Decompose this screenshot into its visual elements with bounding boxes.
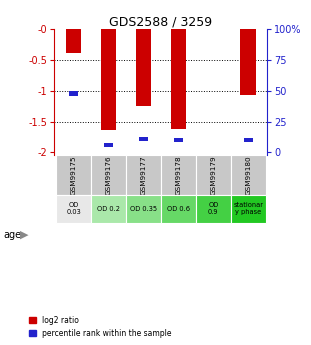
Bar: [136, 29, 151, 106]
Bar: [170, 29, 186, 129]
Bar: [161, 195, 196, 223]
Bar: [196, 155, 231, 195]
Bar: [66, 29, 81, 53]
Text: age: age: [3, 230, 21, 239]
Bar: [56, 155, 91, 195]
Bar: [69, 91, 78, 96]
Text: GSM99179: GSM99179: [210, 155, 216, 195]
Text: GSM99180: GSM99180: [245, 155, 251, 195]
Bar: [196, 195, 231, 223]
Bar: [91, 155, 126, 195]
Text: GSM99178: GSM99178: [175, 155, 181, 195]
Text: GSM99175: GSM99175: [71, 155, 77, 195]
Bar: [139, 137, 148, 141]
Legend: log2 ratio, percentile rank within the sample: log2 ratio, percentile rank within the s…: [29, 316, 171, 338]
Bar: [126, 155, 161, 195]
Text: OD 0.35: OD 0.35: [130, 206, 157, 211]
Bar: [56, 195, 91, 223]
Text: OD
0.9: OD 0.9: [208, 202, 219, 215]
Text: OD 0.2: OD 0.2: [97, 206, 120, 211]
Bar: [161, 155, 196, 195]
Bar: [240, 29, 256, 95]
Bar: [104, 143, 113, 147]
Bar: [126, 195, 161, 223]
Text: GSM99177: GSM99177: [141, 155, 146, 195]
Text: ▶: ▶: [20, 230, 29, 239]
Text: OD 0.6: OD 0.6: [167, 206, 190, 211]
Bar: [244, 138, 253, 142]
Title: GDS2588 / 3259: GDS2588 / 3259: [109, 15, 212, 28]
Text: GSM99176: GSM99176: [105, 155, 112, 195]
Bar: [231, 195, 266, 223]
Bar: [101, 29, 116, 129]
Bar: [174, 138, 183, 142]
Text: OD
0.03: OD 0.03: [66, 202, 81, 215]
Text: stationar
y phase: stationar y phase: [233, 202, 263, 215]
Bar: [231, 155, 266, 195]
Bar: [91, 195, 126, 223]
